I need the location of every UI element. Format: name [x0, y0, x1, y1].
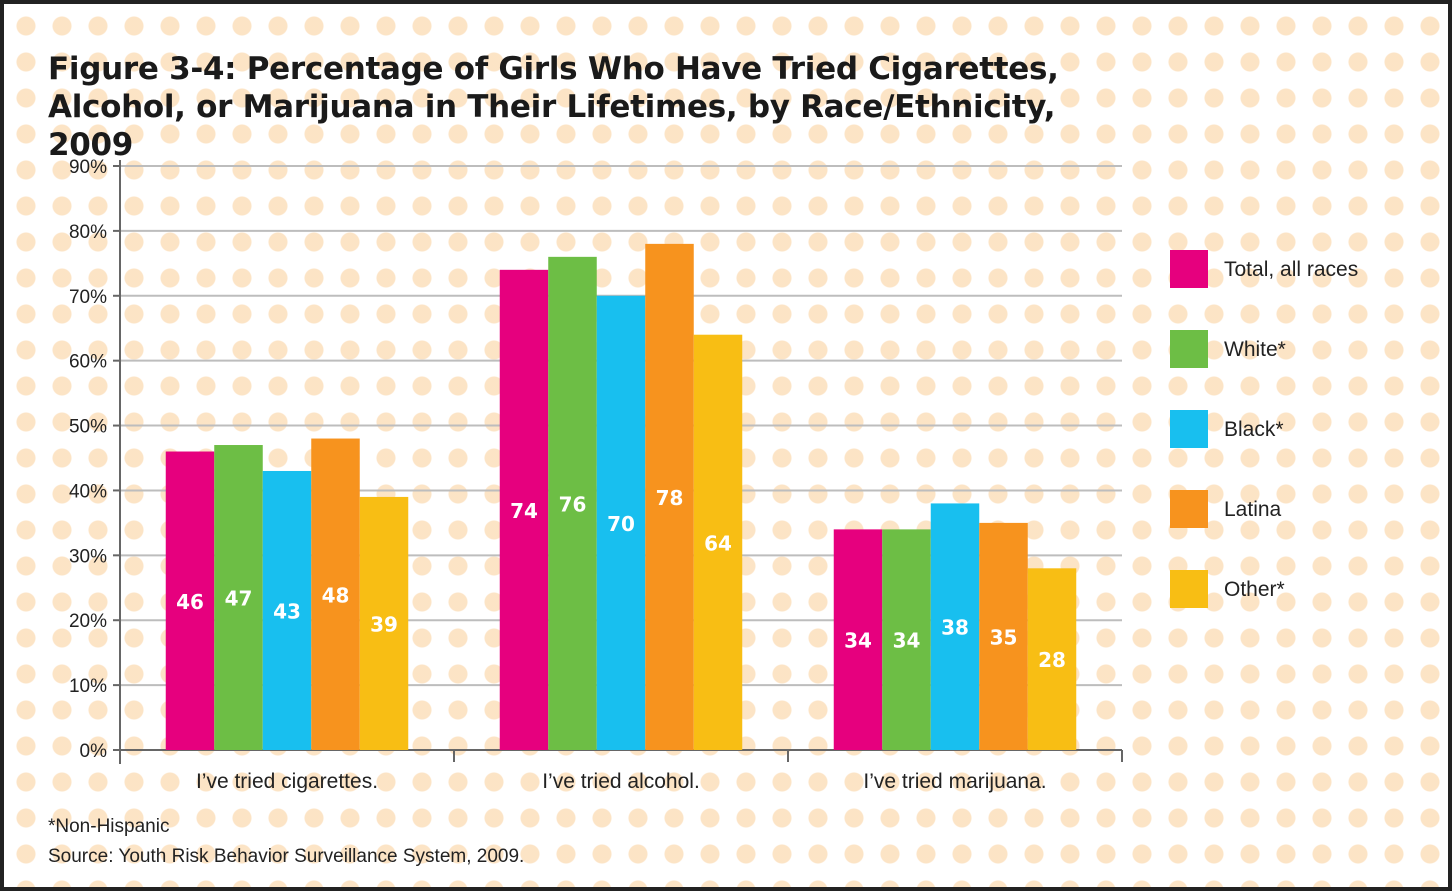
category-label: I’ve tried alcohol. [542, 770, 700, 793]
bar-chart: 0% 10% 20% 30% 40% 50% 60% 70% 80% 90% I’ve tried … [69, 157, 1358, 793]
legend-swatch [1170, 570, 1208, 608]
y-tick-label: 60% [69, 352, 107, 373]
bar-value-label: 64 [704, 531, 732, 555]
bar-value-label: 78 [656, 486, 684, 510]
bars [165, 243, 1077, 750]
bar-value-label: 39 [370, 612, 398, 636]
chart-title: Figure 3-4: Percentage of Girls Who Have… [48, 51, 1059, 163]
y-tick-label: 50% [69, 417, 107, 438]
legend-label: Latina [1224, 498, 1282, 521]
legend-swatch [1170, 410, 1208, 448]
bar-value-label: 46 [176, 590, 204, 614]
y-tick-label: 10% [69, 676, 107, 697]
bar-value-label: 70 [607, 512, 635, 536]
legend-swatch [1170, 250, 1208, 288]
bar [645, 243, 694, 750]
bar [214, 445, 263, 750]
y-tick-label: 40% [69, 481, 107, 502]
legend-swatch [1170, 330, 1208, 368]
bar [882, 529, 931, 750]
y-tick-label: 20% [69, 611, 107, 632]
bar [499, 269, 549, 750]
bar-value-label: 34 [893, 629, 921, 653]
bar [165, 451, 215, 750]
data-labels: 46 47 43 48 39 74 76 70 78 64 34 34 38 35 28 [176, 486, 1066, 672]
bar [979, 522, 1028, 750]
legend-swatch [1170, 490, 1208, 528]
bar [548, 256, 597, 750]
bar [833, 529, 883, 750]
bar [930, 503, 980, 750]
category-label: I’ve tried cigarettes. [196, 770, 378, 793]
y-tick-label: 70% [69, 287, 107, 308]
bar-value-label: 28 [1038, 648, 1066, 672]
bar-value-label: 38 [941, 616, 969, 640]
bar-value-label: 76 [559, 492, 587, 516]
bar-value-label: 74 [510, 499, 538, 523]
bar-value-label: 34 [844, 629, 872, 653]
source-note: Source: Youth Risk Behavior Surveillance… [48, 846, 525, 867]
y-tick-label: 30% [69, 546, 107, 567]
footnote: *Non-Hispanic [48, 816, 170, 837]
y-tick-label: 0% [80, 741, 108, 762]
bar [693, 334, 743, 750]
legend-label: Total, all races [1224, 258, 1358, 281]
bar-value-label: 35 [990, 625, 1018, 649]
legend-label: Other* [1224, 578, 1285, 601]
bar [311, 438, 360, 750]
legend-label: Black* [1224, 418, 1284, 441]
y-tick-label: 90% [69, 157, 107, 178]
legend-label: White* [1224, 338, 1286, 361]
bar [1027, 568, 1077, 750]
bar [262, 470, 312, 750]
bar [596, 295, 646, 750]
bar-value-label: 43 [273, 599, 301, 623]
legend: Total, all races White* Black* Latina Other* [1170, 250, 1358, 608]
bar-value-label: 48 [322, 583, 350, 607]
bar-value-label: 47 [225, 587, 253, 611]
category-label: I’ve tried marijuana. [863, 770, 1046, 793]
y-tick-label: 80% [69, 222, 107, 243]
bar [359, 496, 409, 750]
